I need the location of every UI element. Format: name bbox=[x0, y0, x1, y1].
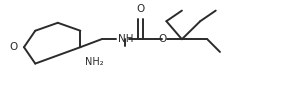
Text: NH₂: NH₂ bbox=[85, 57, 103, 67]
Text: O: O bbox=[10, 42, 18, 52]
Text: O: O bbox=[158, 34, 166, 44]
Text: NH: NH bbox=[118, 34, 134, 44]
Text: O: O bbox=[136, 4, 144, 14]
